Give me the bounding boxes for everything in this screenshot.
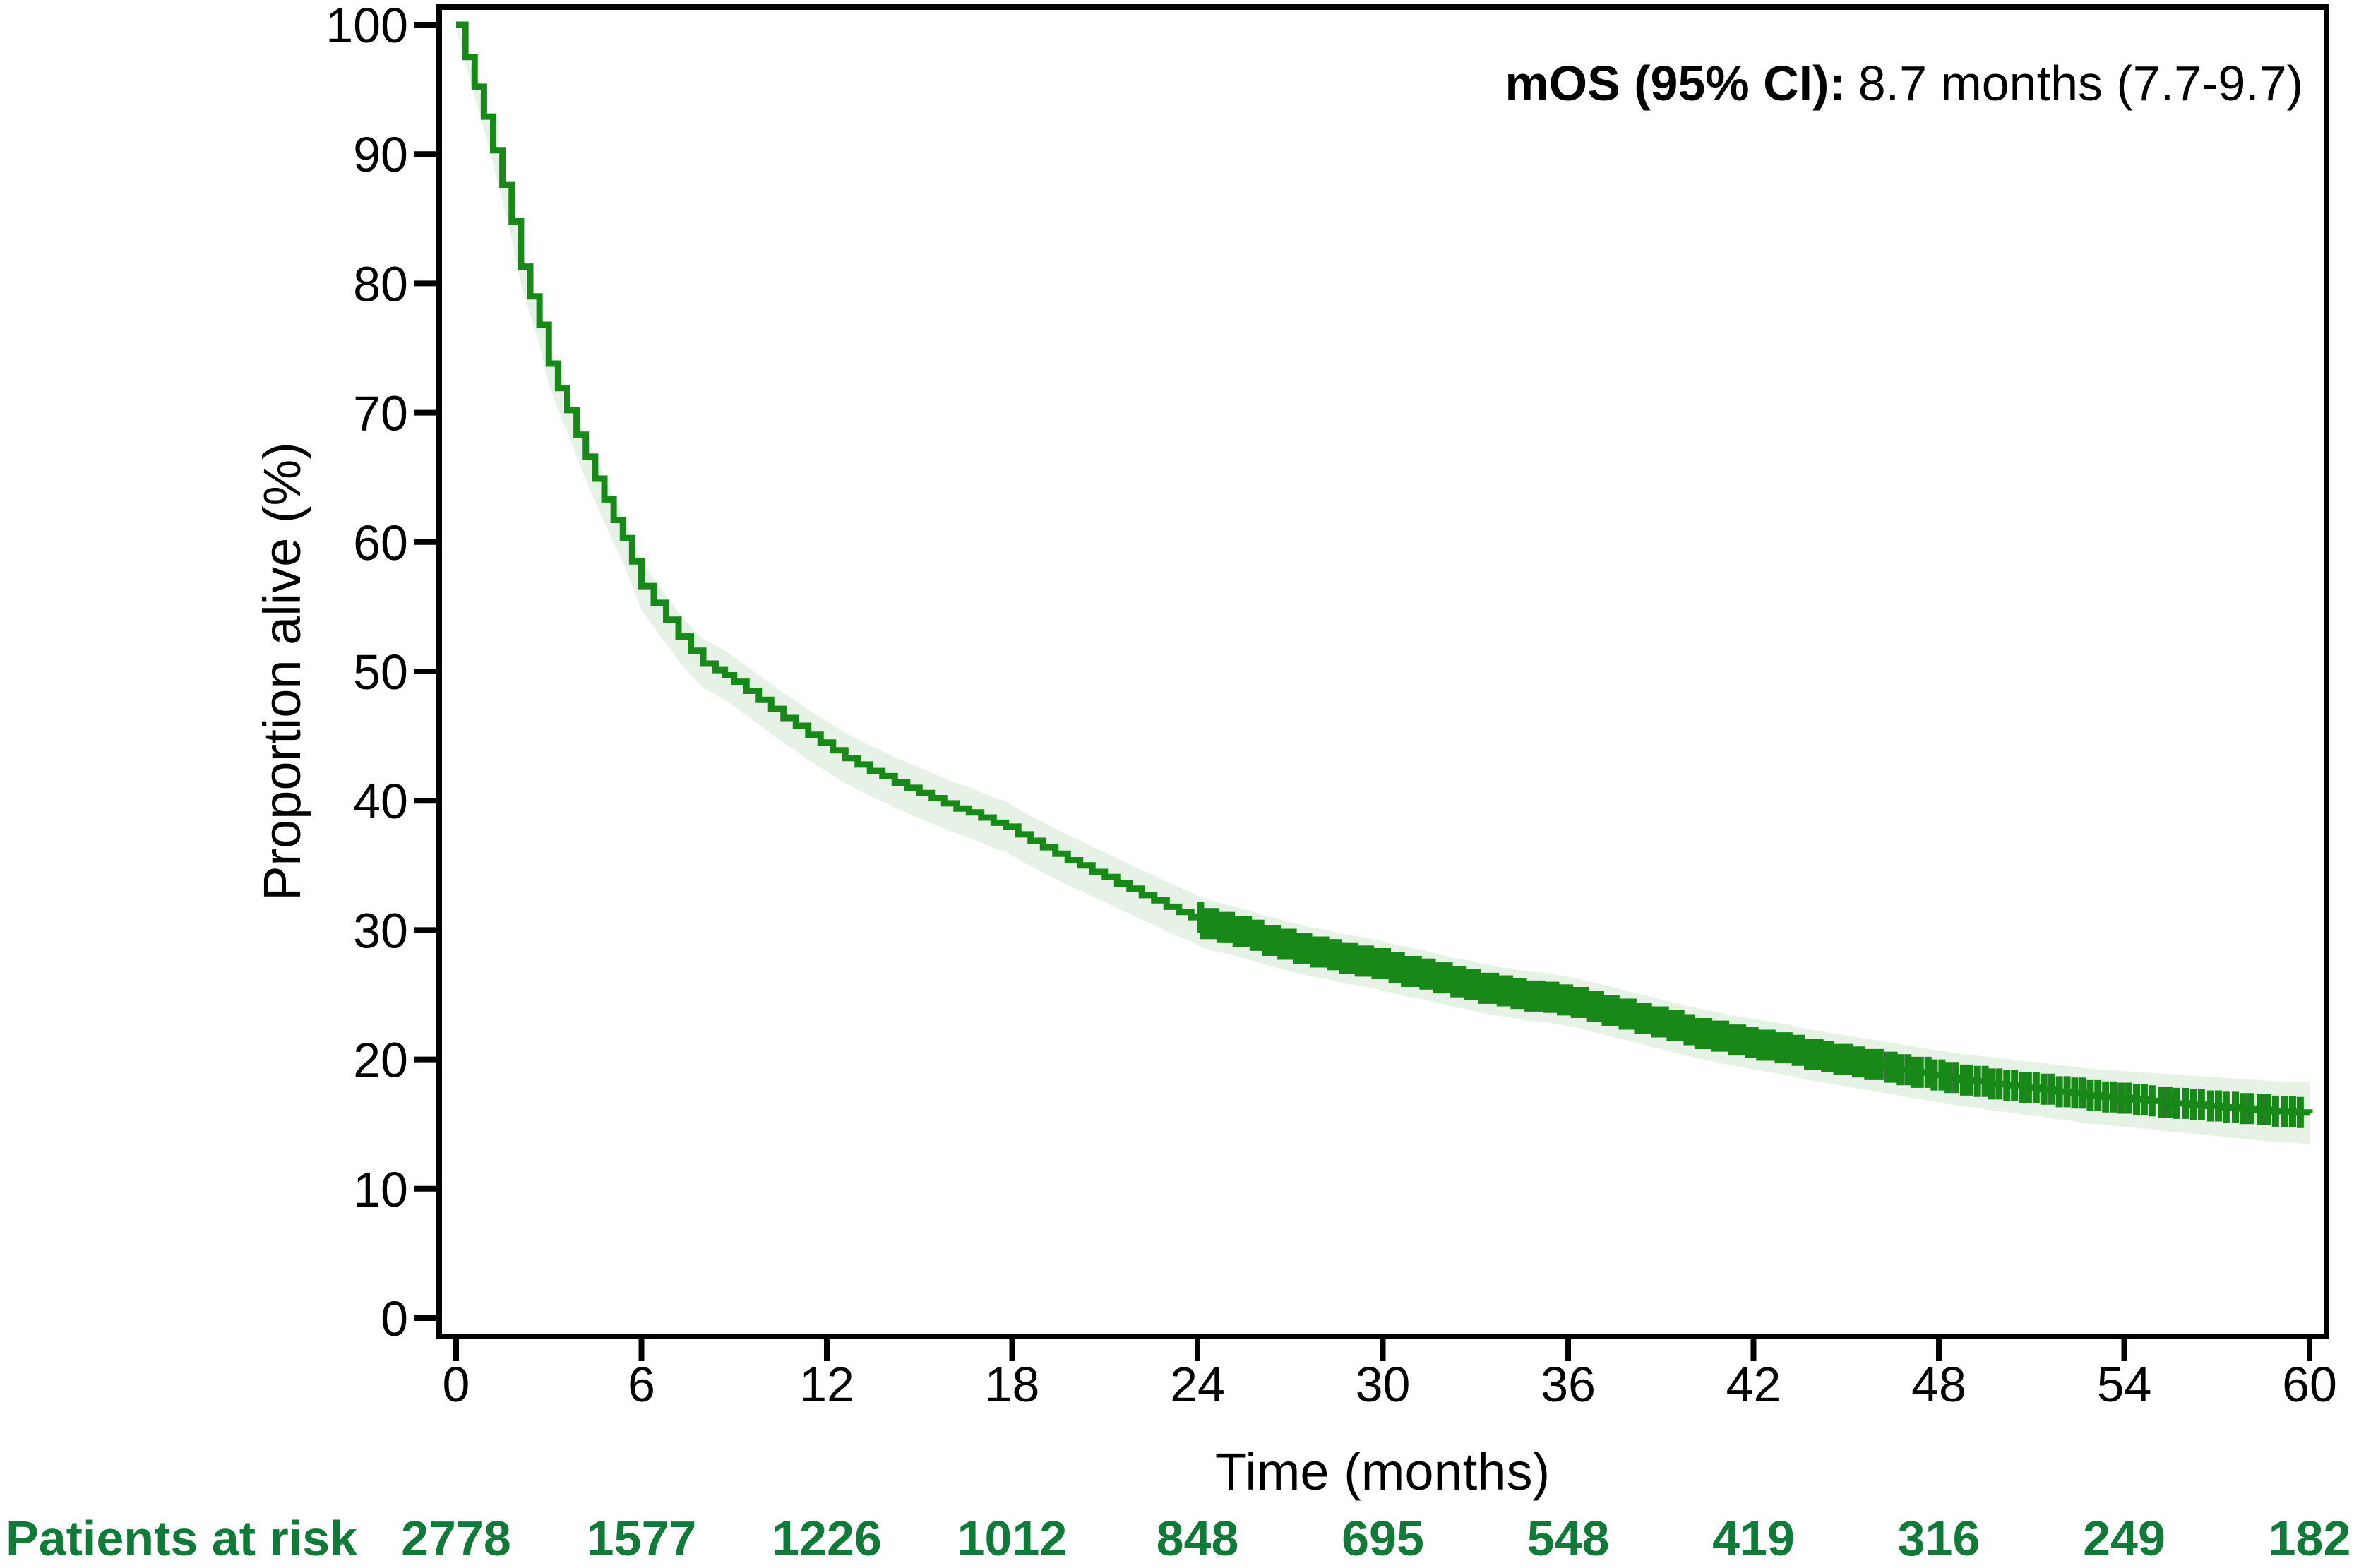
y-tick-label: 90 <box>353 127 408 182</box>
x-tick-label: 60 <box>2282 1357 2337 1412</box>
at-risk-value: 1577 <box>587 1511 697 1566</box>
x-tick-label: 0 <box>443 1357 470 1412</box>
censor-tick-marks <box>1197 902 2304 1128</box>
y-axis-ticks: 0 10 20 30 40 50 60 70 80 90 100 <box>325 0 439 1346</box>
at-risk-value: 1012 <box>957 1511 1068 1566</box>
y-tick-label: 70 <box>353 386 408 441</box>
x-tick-label: 24 <box>1170 1357 1225 1412</box>
at-risk-value: 419 <box>1712 1511 1795 1566</box>
y-tick-label: 50 <box>353 645 408 700</box>
x-tick-label: 30 <box>1356 1357 1411 1412</box>
y-tick-label: 0 <box>381 1291 408 1346</box>
at-risk-value: 249 <box>2083 1511 2165 1566</box>
x-tick-label: 36 <box>1541 1357 1596 1412</box>
at-risk-values: 2778 1577 1226 1012 848 695 548 419 316 249 182 <box>401 1511 2350 1566</box>
median-os-annotation: mOS (95% CI): 8.7 months (7.7-9.7) <box>1505 56 2303 111</box>
at-risk-value: 182 <box>2269 1511 2351 1566</box>
y-tick-label: 10 <box>353 1162 408 1217</box>
y-tick-label: 30 <box>353 903 408 958</box>
at-risk-value: 548 <box>1527 1511 1610 1566</box>
median-os-annotation-bold: mOS (95% CI): <box>1505 56 1845 111</box>
y-tick-label: 100 <box>325 0 408 53</box>
median-os-annotation-value: 8.7 months (7.7-9.7) <box>1858 56 2303 111</box>
x-tick-label: 42 <box>1726 1357 1781 1412</box>
x-tick-label: 54 <box>2097 1357 2152 1412</box>
x-tick-label: 18 <box>985 1357 1040 1412</box>
x-axis-title: Time (months) <box>1215 1442 1550 1501</box>
at-risk-value: 1226 <box>772 1511 882 1566</box>
y-axis-title: Proportion alive (%) <box>253 442 311 901</box>
x-tick-label: 6 <box>628 1357 655 1412</box>
y-tick-label: 80 <box>353 256 408 311</box>
x-axis-ticks: 0 6 12 18 24 30 36 42 48 54 60 <box>443 1336 2337 1412</box>
at-risk-value: 695 <box>1342 1511 1424 1566</box>
patients-at-risk-label: Patients at risk <box>6 1511 357 1566</box>
y-tick-label: 60 <box>353 515 408 570</box>
y-tick-label: 40 <box>353 774 408 829</box>
at-risk-value: 848 <box>1157 1511 1239 1566</box>
y-tick-label: 20 <box>353 1033 408 1088</box>
x-tick-label: 48 <box>1911 1357 1966 1412</box>
at-risk-value: 2778 <box>401 1511 511 1566</box>
x-tick-label: 12 <box>799 1357 854 1412</box>
at-risk-value: 316 <box>1898 1511 1980 1566</box>
